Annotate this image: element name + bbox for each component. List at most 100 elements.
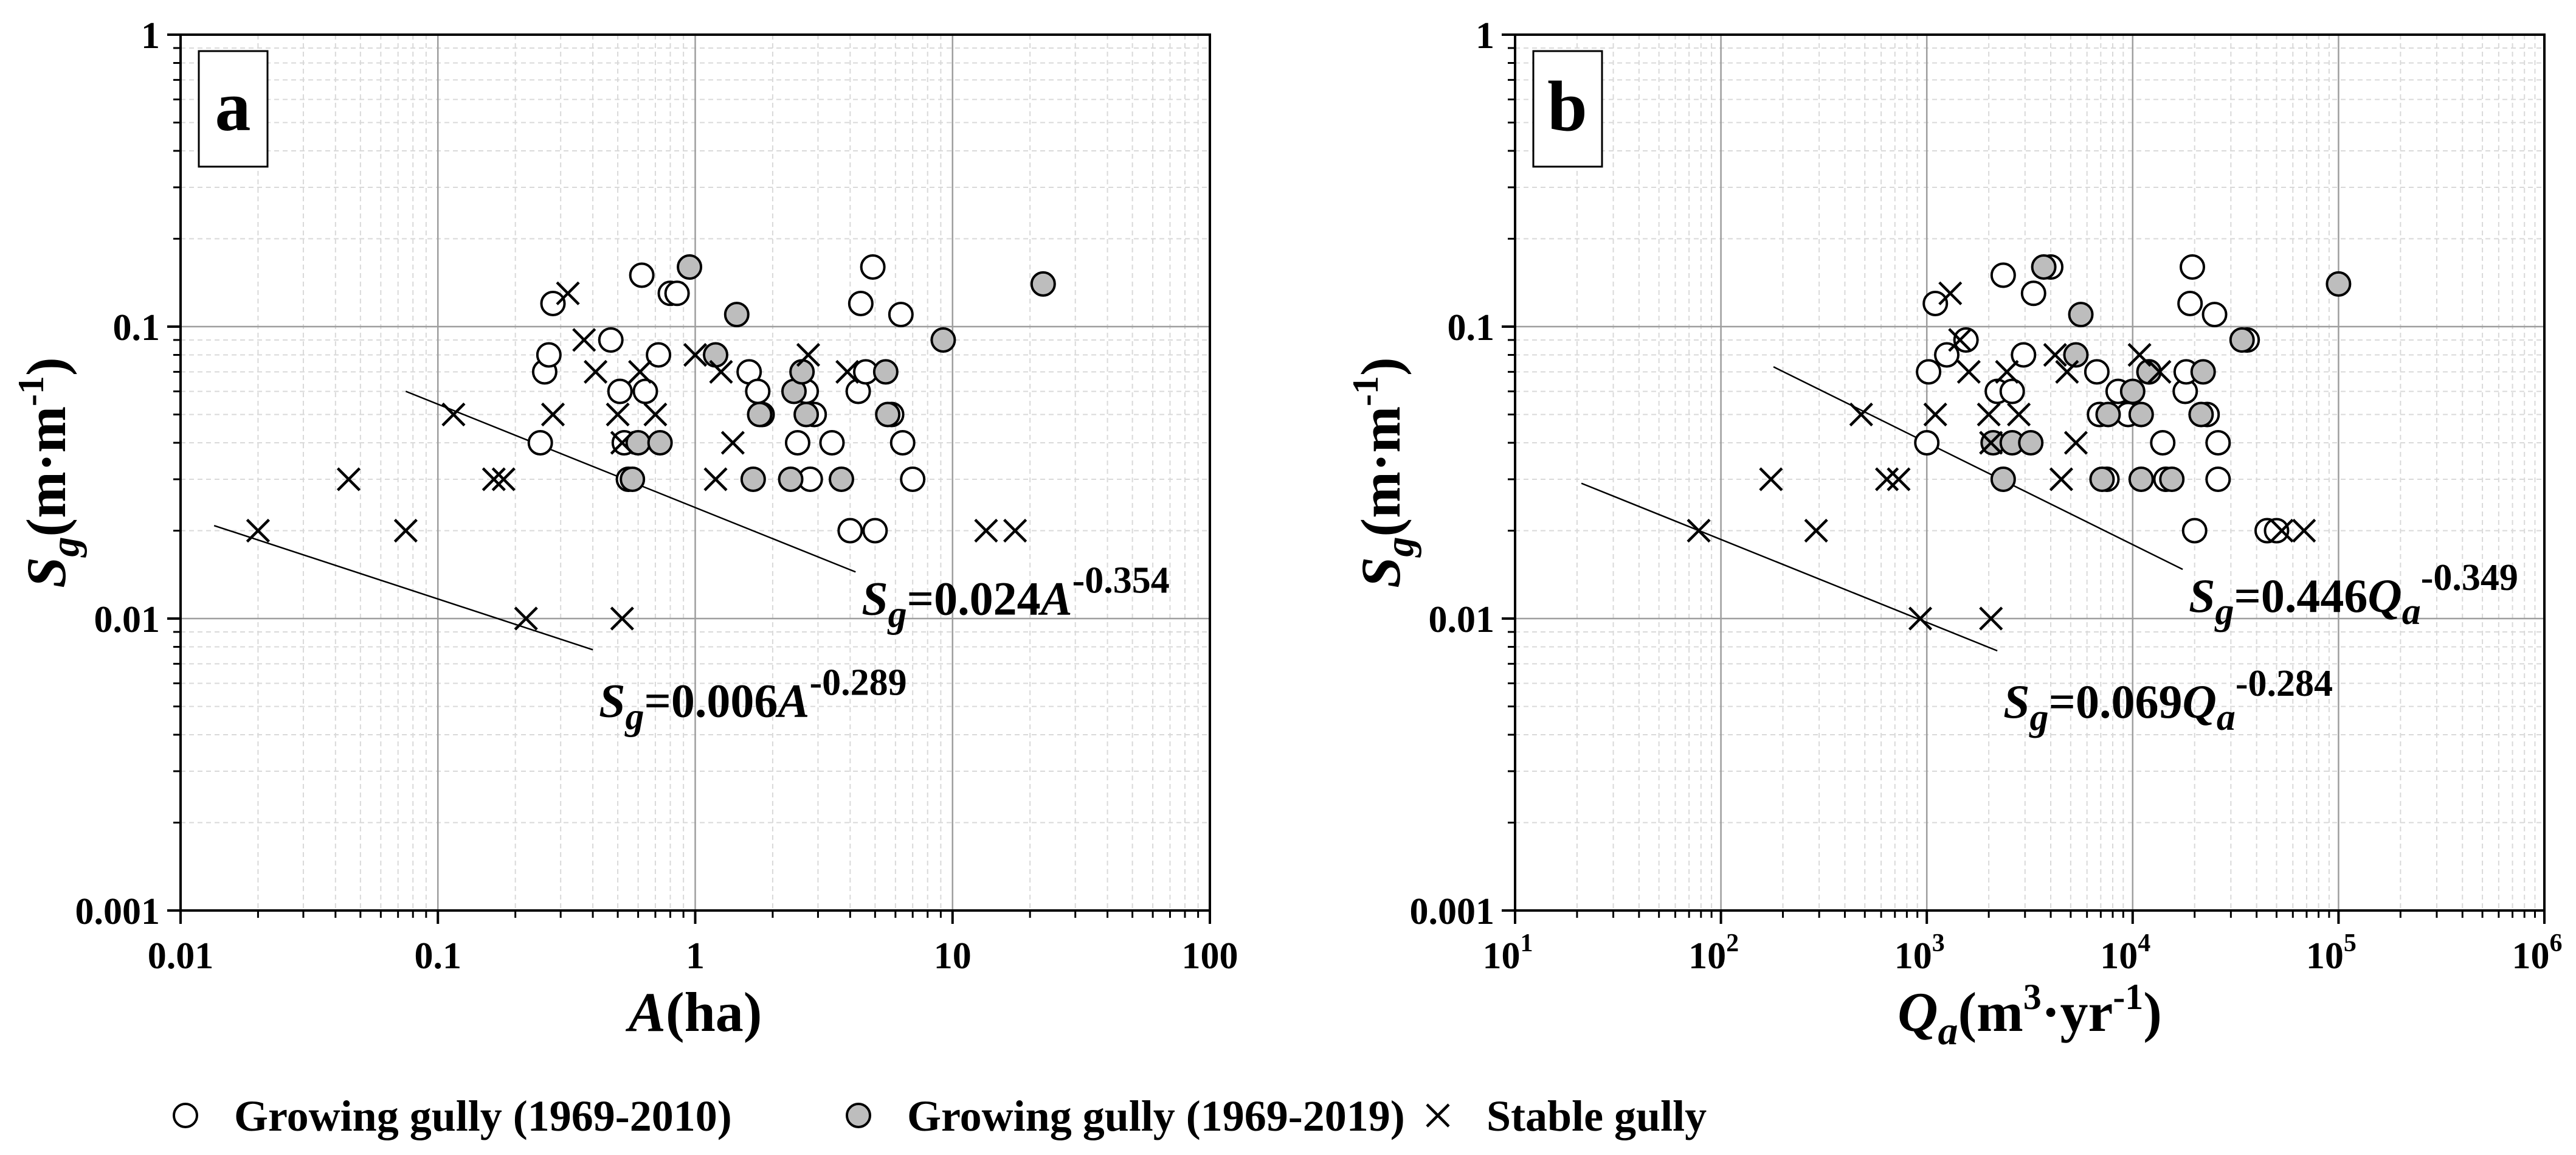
data-point-filled-circle (2326, 271, 2352, 297)
panel-label-box (1532, 50, 1603, 168)
data-point-cross (1923, 402, 1947, 427)
data-point-open-circle (889, 430, 916, 456)
data-point-open-circle (848, 290, 874, 316)
data-point-filled-circle (1990, 466, 2016, 492)
data-point-open-circle (784, 430, 810, 456)
fit-line-growing (1773, 366, 2183, 571)
data-point-cross (709, 359, 733, 384)
data-point-filled-circle (2119, 378, 2146, 404)
data-point-open-circle (2181, 518, 2208, 544)
y-tick-label: 1 (1476, 15, 1494, 57)
data-point-filled-circle (793, 401, 820, 428)
data-point-open-circle (1914, 430, 1940, 456)
data-point-open-circle (607, 378, 633, 404)
legend-marker-cross (1426, 1103, 1450, 1128)
data-point-open-circle (1990, 262, 2016, 288)
panel-a: 0.01 0.1 1 10 1000.0010.010.11A(ha)Sg(m·m-1)… (11, 15, 1238, 1043)
data-point-filled-circle (930, 327, 956, 353)
data-point-filled-circle (740, 466, 766, 492)
data-point-open-circle (536, 342, 562, 368)
x-tick-label: 102 (1688, 929, 1739, 977)
data-point-cross (336, 467, 361, 491)
data-point-cross (628, 359, 652, 384)
panel-b: 101 102 103 104 105 106 0.001 0.01 0.1 1 Qa(m3·yr-… (1345, 15, 2563, 1053)
data-point-cross (1979, 431, 2003, 455)
x-tick-label: 101 (1483, 929, 1533, 977)
data-point-filled-circle (723, 302, 750, 328)
data-point-cross (572, 328, 596, 352)
data-point-filled-circle (828, 466, 854, 492)
y-tick-label: 0.01 (94, 599, 161, 640)
data-point-open-circle (1916, 359, 1942, 385)
data-point-open-circle (646, 342, 672, 368)
data-point-cross (610, 606, 634, 631)
data-point-cross (540, 402, 565, 427)
y-axis-title: Sg(m·m-1) (11, 357, 88, 588)
data-point-open-circle (540, 290, 566, 316)
data-point-filled-circle (875, 401, 901, 428)
fit-equation-growing: Sg=0.024A-0.354 (862, 560, 1170, 635)
data-point-filled-circle (872, 359, 899, 385)
plot-frame (1514, 33, 2546, 912)
data-point-open-circle (2177, 290, 2203, 316)
data-point-cross (2043, 342, 2067, 367)
data-point-filled-circle (2095, 401, 2121, 428)
data-point-open-circle (2150, 430, 2176, 456)
data-point-cross (1003, 518, 1027, 543)
data-point-filled-circle (2128, 466, 2154, 492)
y-axis-title: Sg(m·m-1) (1345, 357, 1422, 588)
data-point-cross (2055, 359, 2079, 384)
data-point-filled-circle (2018, 430, 2044, 456)
data-point-filled-circle (2188, 401, 2214, 428)
data-point-open-circle (900, 466, 926, 492)
data-point-filled-circle (677, 254, 703, 280)
legend-label: Stable gully (1487, 1092, 1707, 1140)
x-tick-label: 1 (686, 935, 705, 977)
fit-line-stable (213, 524, 593, 651)
data-point-open-circle (2205, 430, 2231, 456)
data-point-cross (1908, 606, 1933, 631)
data-point-cross (720, 431, 745, 455)
data-point-cross (1956, 359, 1981, 384)
data-point-filled-circle (2068, 302, 2094, 328)
data-point-cross (2063, 431, 2088, 455)
panel-label: b (1547, 66, 1587, 146)
data-point-cross (246, 518, 271, 543)
x-tick-label: 0.1 (415, 935, 462, 977)
data-point-filled-circle (620, 466, 646, 492)
data-point-open-circle (745, 378, 771, 404)
data-point-open-circle (2180, 254, 2206, 280)
data-point-cross (2147, 359, 2172, 384)
x-tick-label: 10 (934, 935, 972, 977)
data-point-cross (482, 467, 506, 491)
x-tick-label: 106 (2512, 929, 2563, 977)
legend-label: Growing gully (1969-2010) (234, 1092, 732, 1140)
fit-equation-stable: Sg=0.069Qa-0.284 (2003, 663, 2333, 738)
data-point-cross (556, 281, 580, 305)
data-point-cross (491, 467, 516, 491)
data-point-filled-circle (2229, 327, 2255, 353)
data-point-cross (610, 431, 634, 455)
x-axis-title: A(ha) (626, 981, 762, 1043)
data-point-cross (393, 518, 418, 543)
y-tick-label: 0.1 (1448, 307, 1495, 349)
x-tick-label: 0.01 (148, 935, 214, 977)
data-point-filled-circle (2159, 466, 2185, 492)
data-point-open-circle (2205, 466, 2231, 492)
data-point-cross (1759, 467, 1783, 491)
data-point-open-circle (1922, 290, 1949, 316)
data-point-cross (1979, 606, 2003, 631)
data-point-open-circle (2084, 359, 2110, 385)
data-point-cross (2270, 518, 2294, 543)
data-point-cross (1977, 402, 2001, 427)
y-tick-label: 0.1 (113, 307, 161, 349)
data-point-open-circle (598, 327, 624, 353)
y-tick-label: 1 (141, 15, 160, 57)
data-point-open-circle (819, 430, 845, 456)
data-point-cross (2007, 402, 2031, 427)
data-point-open-circle (632, 378, 658, 404)
data-point-open-circle (888, 302, 914, 328)
data-point-open-circle (2263, 518, 2290, 544)
data-point-open-circle (527, 430, 553, 456)
x-tick-label: 104 (2100, 929, 2150, 977)
